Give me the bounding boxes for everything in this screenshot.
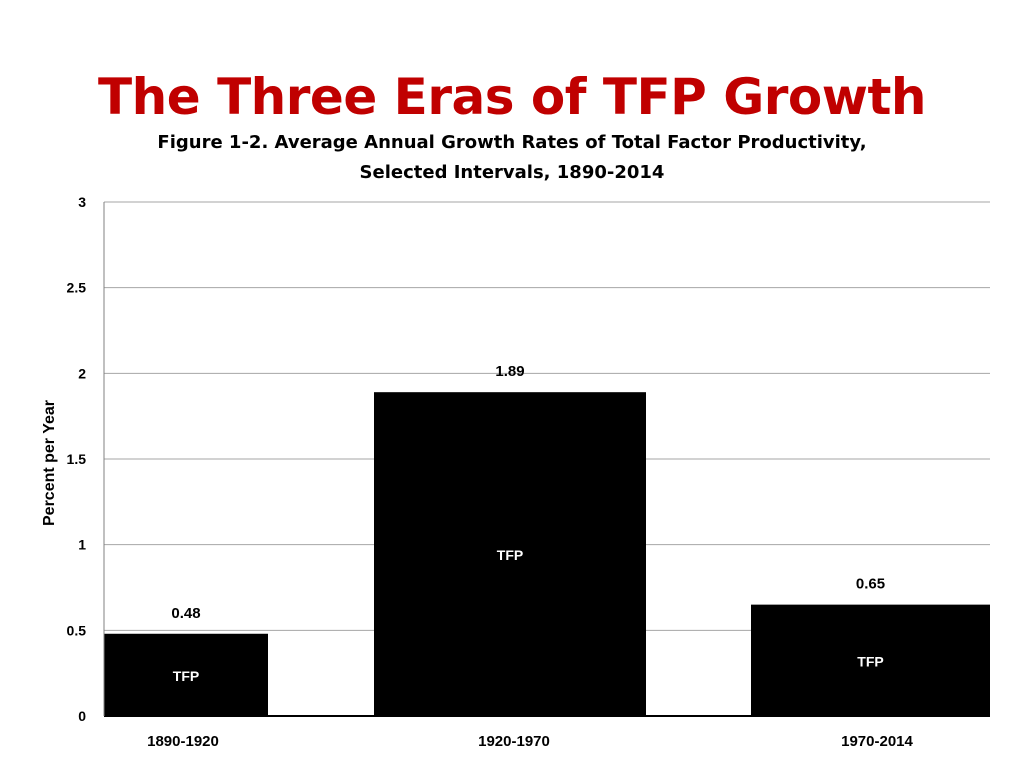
bar-1970-2014 bbox=[751, 604, 990, 716]
x-tick-label: 1890-1920 bbox=[147, 733, 219, 750]
x-tick-label: 1920-1970 bbox=[478, 733, 550, 750]
y-tick-label: 2 bbox=[78, 365, 86, 381]
bars: TFP 0.48 TFP 1.89 TFP 0.65 bbox=[104, 363, 990, 717]
x-axis-ticks: 1890-1920 1920-1970 1970-2014 bbox=[147, 733, 913, 750]
bar-inner-label: TFP bbox=[173, 668, 199, 684]
bar-1890-1920 bbox=[104, 633, 268, 716]
bar-inner-label: TFP bbox=[857, 653, 883, 669]
y-axis-label: Percent per Year bbox=[41, 400, 58, 526]
bar-inner-label: TFP bbox=[497, 547, 523, 563]
x-tick-label: 1970-2014 bbox=[841, 733, 913, 750]
figure-caption-line-1: Figure 1-2. Average Annual Growth Rates … bbox=[157, 132, 867, 153]
data-label: 1.89 bbox=[495, 363, 524, 380]
y-tick-label: 3 bbox=[78, 194, 86, 210]
y-tick-label: 1.5 bbox=[67, 451, 87, 467]
slide-title: The Three Eras of TFP Growth bbox=[98, 68, 926, 126]
data-label: 0.65 bbox=[856, 576, 885, 593]
figure-caption-line-2: Selected Intervals, 1890-2014 bbox=[359, 162, 665, 183]
y-tick-label: 0.5 bbox=[67, 622, 87, 638]
y-tick-label: 0 bbox=[78, 708, 86, 724]
y-axis-ticks: 0 0.5 1 1.5 2 2.5 3 bbox=[67, 194, 87, 724]
y-tick-label: 1 bbox=[78, 537, 86, 553]
data-label: 0.48 bbox=[171, 605, 200, 622]
y-tick-label: 2.5 bbox=[67, 280, 87, 296]
bar-1920-1970 bbox=[374, 392, 646, 716]
